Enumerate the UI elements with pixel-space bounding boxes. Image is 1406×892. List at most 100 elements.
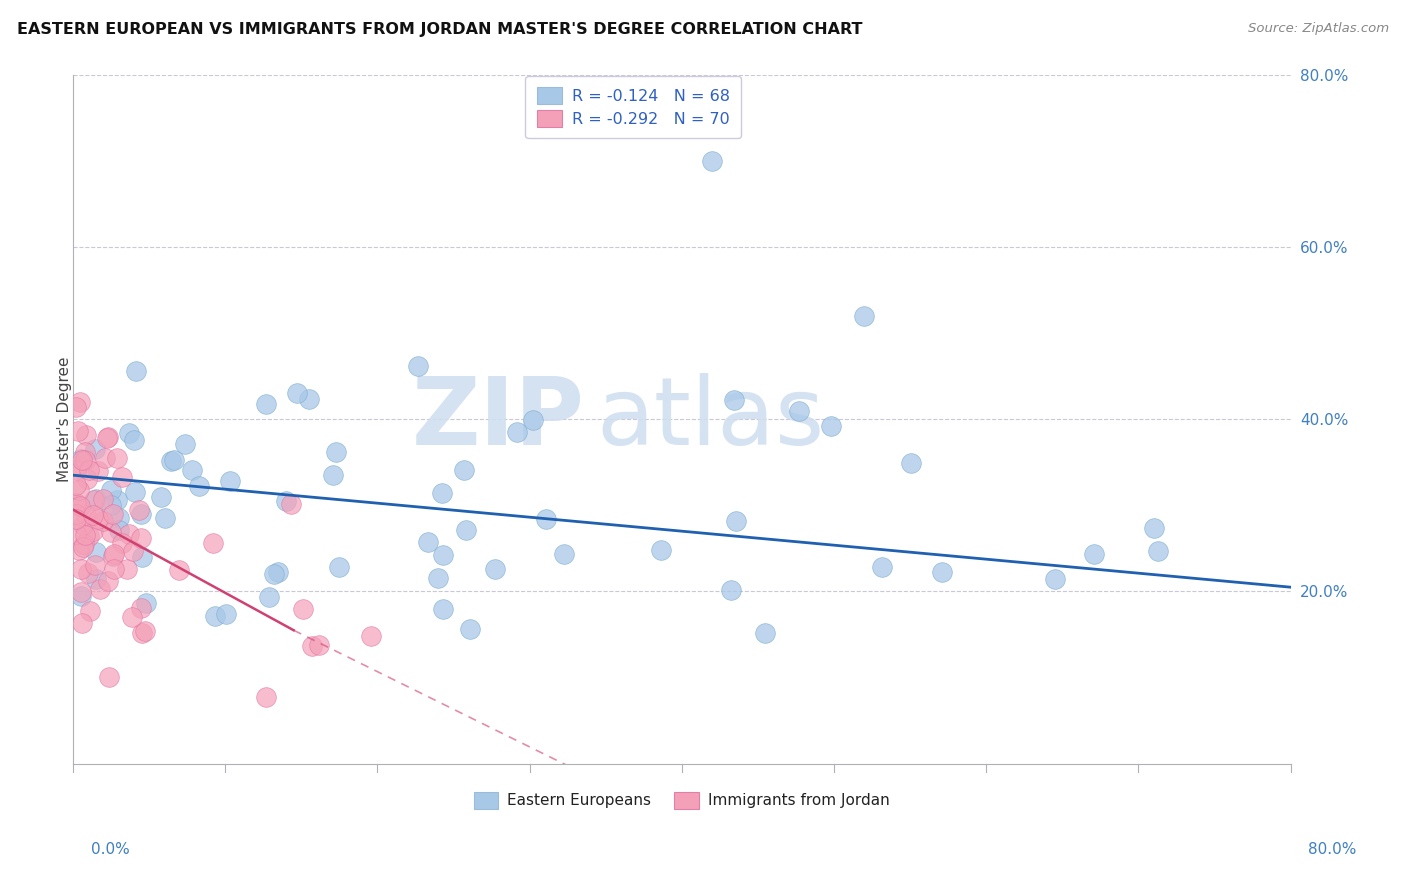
Point	[70, 584, 93, 599]
Point	[650, 543, 672, 558]
Point	[787, 404, 810, 418]
Point	[108, 511, 131, 525]
Point	[65, 511, 87, 525]
Point	[70, 562, 93, 576]
Point	[280, 497, 302, 511]
Point	[155, 511, 177, 525]
Point	[84, 573, 107, 587]
Point	[79, 604, 101, 618]
Point	[124, 484, 146, 499]
Text: 80.0%: 80.0%	[1309, 842, 1357, 856]
Point	[1143, 521, 1166, 535]
Point	[900, 457, 922, 471]
Point	[67, 543, 90, 558]
Point	[181, 463, 204, 477]
Point	[75, 528, 97, 542]
Point	[291, 602, 314, 616]
Point	[131, 507, 153, 521]
Point	[724, 514, 747, 528]
Legend: Eastern Europeans, Immigrants from Jordan: Eastern Europeans, Immigrants from Jorda…	[468, 786, 896, 814]
Point	[70, 615, 93, 630]
Text: EASTERN EUROPEAN VS IMMIGRANTS FROM JORDAN MASTER'S DEGREE CORRELATION CHART: EASTERN EUROPEAN VS IMMIGRANTS FROM JORD…	[17, 22, 862, 37]
Point	[111, 469, 134, 483]
Point	[754, 626, 776, 640]
Point	[460, 622, 482, 636]
Point	[72, 537, 94, 551]
Text: atlas: atlas	[596, 373, 825, 465]
Point	[75, 427, 97, 442]
Point	[853, 309, 876, 323]
Point	[128, 503, 150, 517]
Point	[76, 472, 98, 486]
Point	[723, 392, 745, 407]
Point	[65, 507, 87, 521]
Text: ZIP: ZIP	[412, 373, 585, 465]
Point	[134, 624, 156, 638]
Point	[100, 524, 122, 539]
Point	[69, 589, 91, 603]
Point	[77, 463, 100, 477]
Point	[160, 454, 183, 468]
Point	[67, 483, 90, 497]
Point	[65, 463, 87, 477]
Point	[149, 490, 172, 504]
Point	[408, 359, 430, 373]
Point	[73, 453, 96, 467]
Point	[69, 395, 91, 409]
Point	[91, 492, 114, 507]
Point	[65, 496, 87, 510]
Point	[553, 547, 575, 561]
Point	[94, 450, 117, 465]
Point	[308, 639, 330, 653]
Point	[84, 545, 107, 559]
Point	[103, 562, 125, 576]
Point	[97, 574, 120, 588]
Point	[720, 582, 742, 597]
Point	[79, 529, 101, 543]
Point	[1147, 544, 1170, 558]
Point	[66, 425, 89, 439]
Point	[72, 540, 94, 554]
Point	[325, 445, 347, 459]
Point	[111, 536, 134, 550]
Point	[301, 639, 323, 653]
Point	[105, 451, 128, 466]
Point	[285, 385, 308, 400]
Point	[131, 549, 153, 564]
Point	[100, 499, 122, 513]
Point	[276, 493, 298, 508]
Point	[174, 437, 197, 451]
Point	[96, 431, 118, 445]
Point	[69, 500, 91, 514]
Point	[204, 609, 226, 624]
Point	[131, 626, 153, 640]
Text: Source: ZipAtlas.com: Source: ZipAtlas.com	[1249, 22, 1389, 36]
Point	[98, 670, 121, 684]
Point	[254, 690, 277, 705]
Point	[118, 527, 141, 541]
Point	[259, 590, 281, 604]
Point	[125, 364, 148, 378]
Point	[87, 464, 110, 478]
Point	[129, 601, 152, 615]
Point	[1045, 572, 1067, 586]
Point	[91, 514, 114, 528]
Point	[870, 559, 893, 574]
Point	[122, 434, 145, 448]
Point	[522, 413, 544, 427]
Point	[82, 524, 104, 538]
Point	[418, 534, 440, 549]
Point	[76, 566, 98, 581]
Point	[298, 392, 321, 406]
Point	[506, 425, 529, 440]
Point	[105, 493, 128, 508]
Point	[122, 544, 145, 558]
Point	[820, 418, 842, 433]
Point	[432, 602, 454, 616]
Point	[454, 523, 477, 537]
Point	[215, 607, 238, 621]
Point	[65, 527, 87, 541]
Point	[82, 508, 104, 523]
Point	[1083, 547, 1105, 561]
Point	[65, 478, 87, 492]
